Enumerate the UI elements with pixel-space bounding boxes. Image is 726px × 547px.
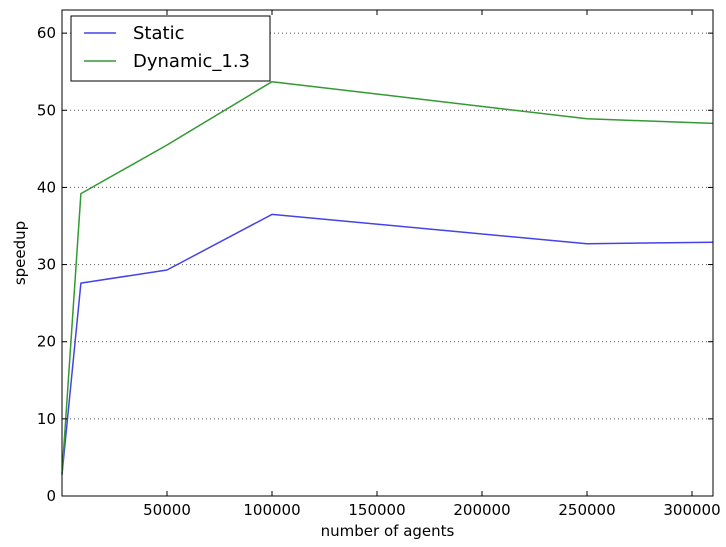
y-tick-label: 0	[46, 487, 56, 505]
x-axis-title: number of agents	[321, 522, 455, 540]
y-tick-label: 20	[37, 333, 56, 351]
axis-ticks: 0 10 20 30 40 50 60 50000 100000 150000 200000 2500…	[37, 10, 721, 519]
y-tick-label: 10	[37, 410, 56, 428]
x-tick-label: 300000	[663, 501, 720, 519]
x-tick-label: 100000	[243, 501, 300, 519]
series-line-static	[61, 213, 714, 475]
x-tick-label: 250000	[558, 501, 615, 519]
plot-frame	[61, 9, 714, 497]
legend: Static Dynamic_1.3	[70, 15, 271, 82]
x-tick-label: 200000	[453, 501, 510, 519]
legend-box	[70, 15, 271, 82]
series-lines	[61, 80, 714, 475]
y-tick-label: 40	[37, 178, 56, 196]
y-tick-label: 30	[37, 256, 56, 274]
y-axis-title: speedup	[11, 221, 29, 285]
series-line-dynamic	[61, 80, 714, 475]
y-tick-label: 60	[37, 24, 56, 42]
legend-label-static: Static	[133, 23, 184, 44]
y-tick-label: 50	[37, 101, 56, 119]
x-tick-label: 150000	[348, 501, 405, 519]
x-tick-label: 50000	[143, 501, 191, 519]
legend-label-dynamic: Dynamic_1.3	[133, 51, 250, 72]
